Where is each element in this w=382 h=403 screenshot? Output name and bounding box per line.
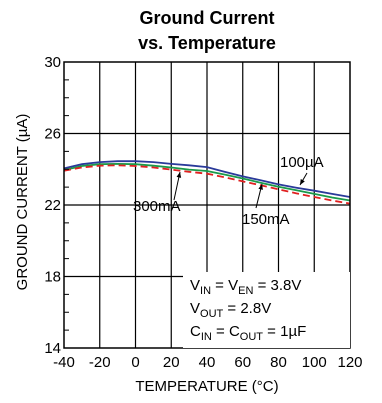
chart-title-line1: Ground Current [140,8,275,28]
y-tick-label: 14 [44,340,61,357]
x-tick-label: 40 [199,354,216,371]
x-tick-label: 80 [270,354,287,371]
x-tick-label: -40 [53,354,75,371]
y-tick-label: 18 [44,269,61,286]
y-tick-label: 30 [44,54,61,71]
tick-labels: -40 -20 0 20 40 60 80 100 120 14 18 22 26 30 [44,54,362,371]
label-300ma: 300mA [133,198,181,215]
x-tick-label: 0 [131,354,139,371]
label-300ma-arrowhead [176,172,182,178]
conditions-bg [183,272,350,348]
label-100ua-arrowhead [300,179,305,185]
x-tick-label: 60 [234,354,251,371]
y-axis-label: GROUND CURRENT (µA) [14,114,31,291]
series-labels: 100µA 300mA 150mA [133,154,324,228]
grid [64,62,350,348]
x-tick-label: 100 [302,354,327,371]
label-150ma: 150mA [242,211,290,228]
condition-line: VOUT = 2.8V [190,300,271,320]
label-100ua: 100µA [280,154,324,171]
condition-line: CIN = COUT = 1µF [190,323,306,343]
series-line-0 [63,160,351,198]
label-150ma-arrowhead [258,184,263,190]
conditions-box: VIN = VEN = 3.8V VOUT = 2.8V CIN = COUT = … [183,272,350,348]
series-lines [63,160,351,205]
series-line-2 [63,164,351,205]
y-tick-label: 26 [44,126,61,143]
x-axis-label: TEMPERATURE (°C) [135,378,278,395]
chart-title-line2: vs. Temperature [138,33,276,53]
x-tick-label: -20 [89,354,111,371]
x-tick-label: 20 [163,354,180,371]
series-line-1 [63,162,351,202]
x-tick-label: 120 [337,354,362,371]
condition-line: VIN = VEN = 3.8V [190,277,301,297]
y-tick-label: 22 [44,197,61,214]
